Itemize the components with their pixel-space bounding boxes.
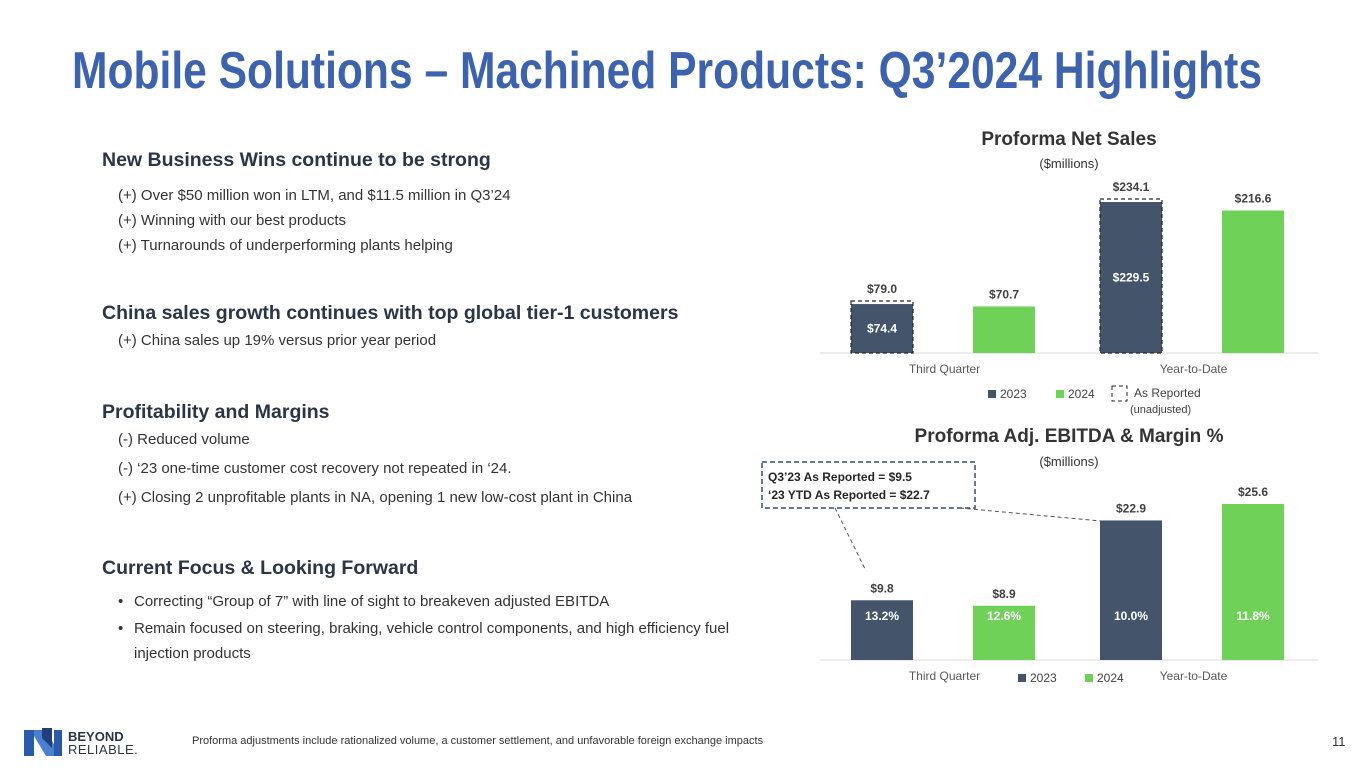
margin-label: 10.0% bbox=[1114, 609, 1148, 623]
bar bbox=[973, 605, 1035, 660]
callout-leader bbox=[834, 507, 867, 572]
section-heading: New Business Wins continue to be strong bbox=[102, 149, 491, 171]
value-label: $9.8 bbox=[870, 581, 894, 595]
logo-icon bbox=[24, 728, 62, 756]
section-item: (-) ‘23 one-time customer cost recovery … bbox=[118, 460, 512, 477]
chart-title: Proforma Adj. EBITDA & Margin % bbox=[915, 426, 1224, 447]
chart-title: Proforma Net Sales bbox=[981, 129, 1156, 150]
legend-label: 2024 bbox=[1068, 387, 1095, 401]
section-item: (-) Reduced volume bbox=[118, 431, 250, 448]
margin-label: 12.6% bbox=[987, 609, 1021, 623]
slide-title: Mobile Solutions – Machined Products: Q3… bbox=[72, 42, 1262, 100]
legend-label: 2024 bbox=[1097, 671, 1124, 685]
bar bbox=[851, 304, 913, 353]
bar bbox=[851, 600, 913, 660]
annotation: ‘23 YTD As Reported = $22.7 bbox=[768, 488, 930, 502]
footnote: Proforma adjustments include rationalize… bbox=[192, 735, 764, 747]
value-label: $8.9 bbox=[992, 587, 1016, 601]
value-label: $229.5 bbox=[1113, 271, 1150, 285]
section-item: (+) China sales up 19% versus prior year… bbox=[118, 332, 437, 349]
bar bbox=[1222, 504, 1284, 660]
x-tick-label: Third Quarter bbox=[909, 669, 980, 683]
bar bbox=[1100, 202, 1162, 353]
bar bbox=[1222, 210, 1284, 353]
chart-subtitle: ($millions) bbox=[1039, 454, 1098, 469]
legend-swatch bbox=[1018, 674, 1026, 682]
legend-label: As Reported bbox=[1134, 386, 1201, 400]
as-reported-outline bbox=[850, 300, 914, 354]
legend-note: (unadjusted) bbox=[1130, 404, 1191, 416]
value-label: $70.7 bbox=[989, 287, 1019, 301]
bar bbox=[973, 306, 1035, 353]
section-item: (+) Over $50 million won in LTM, and $11… bbox=[118, 187, 511, 204]
bullet-item: Remain focused on steering, braking, veh… bbox=[118, 616, 744, 666]
x-tick-label: Year-to-Date bbox=[1160, 362, 1228, 376]
logo-text: RELIABLE. bbox=[68, 742, 138, 757]
section-heading: Profitability and Margins bbox=[102, 401, 330, 423]
legend-swatch bbox=[1111, 385, 1128, 402]
margin-label: 13.2% bbox=[865, 609, 899, 623]
callout-box bbox=[761, 461, 976, 509]
x-tick-label: Third Quarter bbox=[909, 362, 980, 376]
legend-swatch bbox=[1085, 674, 1093, 682]
value-label: $22.9 bbox=[1116, 501, 1146, 515]
x-tick-label: Year-to-Date bbox=[1160, 669, 1228, 683]
value-label: $234.1 bbox=[1113, 180, 1150, 194]
callout-leader bbox=[959, 507, 1102, 522]
legend-label: 2023 bbox=[1000, 387, 1027, 401]
section-heading: Current Focus & Looking Forward bbox=[102, 557, 419, 579]
legend-swatch bbox=[1056, 390, 1064, 398]
section-item: (+) Closing 2 unprofitable plants in NA,… bbox=[118, 489, 633, 506]
value-label: $216.6 bbox=[1235, 192, 1272, 206]
as-reported-outline bbox=[1099, 198, 1163, 354]
value-label: $79.0 bbox=[867, 282, 897, 296]
section-item: (+) Turnarounds of underperforming plant… bbox=[118, 237, 453, 254]
margin-label: 11.8% bbox=[1236, 609, 1270, 623]
legend-label: 2023 bbox=[1030, 671, 1057, 685]
page-number: 11 bbox=[1332, 734, 1346, 749]
chart-subtitle: ($millions) bbox=[1039, 156, 1098, 171]
annotation: Q3’23 As Reported = $9.5 bbox=[768, 470, 912, 484]
bullet-item: Correcting “Group of 7” with line of sig… bbox=[118, 589, 744, 614]
section-heading: China sales growth continues with top gl… bbox=[102, 302, 679, 324]
section-item: (+) Winning with our best products bbox=[118, 212, 347, 229]
value-label: $74.4 bbox=[867, 322, 897, 336]
bar bbox=[1100, 520, 1162, 660]
value-label: $25.6 bbox=[1238, 485, 1268, 499]
logo-text: BEYOND bbox=[68, 729, 124, 744]
legend-swatch bbox=[988, 390, 996, 398]
